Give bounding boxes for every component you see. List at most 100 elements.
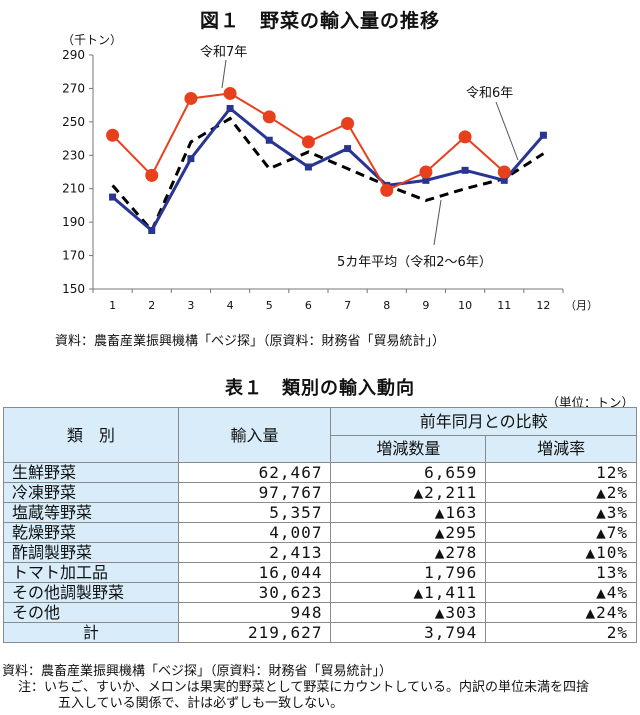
data-point [301, 135, 315, 149]
series-0 [106, 86, 511, 197]
cell-change-qty: 3,794 [330, 622, 487, 643]
data-point [422, 176, 430, 184]
cell-change-rate: ▲10% [485, 542, 637, 563]
cell-category: その他 [3, 602, 179, 623]
table-title: 表１ 類別の輸入動向 [225, 378, 415, 399]
table-row: その他調製野菜 30,623 ▲1,411 ▲4% [3, 582, 637, 603]
cell-change-qty: ▲1,411 [330, 582, 487, 603]
header-category: 類 別 [3, 407, 179, 463]
cell-change-qty: ▲303 [330, 602, 487, 623]
cell-imports: 30,623 [177, 582, 332, 603]
cell-imports: 16,044 [177, 562, 332, 583]
cell-imports: 62,467 [177, 462, 332, 483]
cell-imports: 97,767 [177, 482, 332, 503]
cell-change-qty: ▲278 [330, 542, 487, 563]
table-row: その他 948 ▲303 ▲24% [3, 602, 637, 623]
table-row: 塩蔵等野菜 5,357 ▲163 ▲3% [3, 502, 637, 523]
y-tick-label: 230 [62, 148, 85, 162]
data-point [106, 128, 120, 142]
table-row: トマト加工品 16,044 1,796 13% [3, 562, 637, 583]
data-point [265, 136, 273, 144]
table-notes: 資料：農畜産業振興機構「ベジ探」（原資料：財務省「貿易統計」） 注：いちご、すい… [2, 664, 589, 712]
data-point [344, 145, 352, 153]
x-tick-label: 4 [227, 299, 234, 312]
cell-category: 生鮮野菜 [3, 462, 179, 483]
cell-change-qty: 1,796 [330, 562, 487, 583]
cell-category: 冷凍野菜 [3, 482, 179, 503]
series-2 [111, 116, 545, 234]
x-tick-label: 7 [344, 299, 351, 312]
annotation-5yr-avg: 5カ年平均（令和2～6年） [337, 255, 492, 270]
header-change-qty: 増減数量 [330, 434, 487, 463]
y-tick-label: 150 [62, 282, 85, 296]
x-tick-label: 1 [109, 299, 116, 312]
header-comparison: 前年同月との比較 [330, 407, 637, 436]
x-tick-label: 10 [458, 299, 472, 312]
data-point [262, 110, 276, 124]
cell-category: 酢調製野菜 [3, 542, 179, 563]
y-tick-label: 250 [62, 115, 85, 129]
data-point [226, 104, 234, 112]
data-point [223, 86, 237, 100]
data-point [419, 165, 433, 179]
cell-change-rate: ▲2% [485, 482, 637, 503]
cell-change-qty: ▲163 [330, 502, 487, 523]
y-tick-label: 290 [62, 48, 85, 62]
cell-imports: 948 [177, 602, 332, 623]
table-row: 生鮮野菜 62,467 6,659 12% [3, 462, 637, 483]
x-tick-label: 6 [305, 299, 312, 312]
figure-title: 図１ 野菜の輸入量の推移 [199, 10, 440, 32]
y-tick-label: 170 [62, 249, 85, 263]
cell-change-rate: ▲3% [485, 502, 637, 523]
series-1 [109, 104, 547, 234]
cell-change-rate: 13% [485, 562, 637, 583]
data-point [184, 91, 198, 105]
note-line-1: 注：いちご、すいか、メロンは果実的野菜として野菜にカウントしている。内訳の単位未… [18, 680, 589, 695]
cell-change-rate: 12% [485, 462, 637, 483]
cell-imports: 5,357 [177, 502, 332, 523]
x-tick-label: 9 [422, 299, 429, 312]
x-tick-label: 5 [266, 299, 273, 312]
y-tick-label: 270 [62, 81, 85, 95]
table-unit: （単位：トン） [546, 395, 634, 410]
x-tick-label: 3 [187, 299, 194, 312]
cell-change-rate: ▲4% [485, 582, 637, 603]
table-source: 資料：農畜産業振興機構「ベジ探」（原資料：財務省「貿易統計」） [2, 664, 393, 679]
cell-imports: 4,007 [177, 522, 332, 543]
note-line-2: 五入している関係で、計は必ずしも一致しない。 [58, 696, 344, 711]
cell-imports: 219,627 [177, 622, 332, 643]
data-point [500, 176, 508, 184]
data-point [458, 130, 472, 144]
data-point [304, 163, 312, 171]
header-imports: 輸入量 [177, 407, 332, 463]
x-tick-label: 8 [383, 299, 390, 312]
data-point [187, 155, 195, 163]
cell-change-rate: ▲7% [485, 522, 637, 543]
data-point [109, 193, 117, 201]
data-point [380, 183, 394, 197]
y-tick-label: 190 [62, 215, 85, 229]
cell-change-rate: 2% [485, 622, 637, 643]
x-tick-label: 11 [497, 299, 511, 312]
data-point [148, 227, 156, 234]
figure-source: 資料：農畜産業振興機構「ベジ探」（原資料：財務省「貿易統計」） [55, 334, 446, 349]
cell-imports: 2,413 [177, 542, 332, 563]
import-trend-table: 類 別 輸入量 前年同月との比較 増減数量 増減率 生鮮野菜 62,467 6,65… [3, 407, 637, 643]
table-row: 酢調製野菜 2,413 ▲278 ▲10% [3, 542, 637, 563]
x-axis-unit: （月） [565, 299, 598, 312]
cell-category: 乾燥野菜 [3, 522, 179, 543]
cell-change-rate: ▲24% [485, 602, 637, 623]
x-tick-label: 12 [536, 299, 550, 312]
y-axis-unit: （千トン） [62, 33, 122, 47]
data-point [461, 166, 469, 174]
cell-change-qty: ▲295 [330, 522, 487, 543]
cell-category: 計 [3, 622, 179, 643]
data-point [341, 117, 355, 131]
table-row: 冷凍野菜 97,767 ▲2,211 ▲2% [3, 482, 637, 503]
cell-change-qty: 6,659 [330, 462, 487, 483]
annotation-reiwa7: 令和7年 [200, 45, 247, 60]
axes [89, 54, 564, 293]
header-change-rate: 増減率 [485, 434, 637, 463]
data-point [539, 131, 547, 139]
